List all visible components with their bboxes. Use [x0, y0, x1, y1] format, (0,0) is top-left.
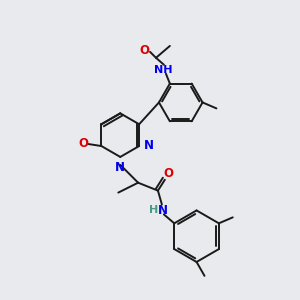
Text: N: N — [115, 161, 125, 174]
Text: H: H — [149, 206, 159, 215]
Text: O: O — [79, 136, 88, 150]
Text: O: O — [164, 167, 174, 180]
Text: N: N — [144, 139, 154, 152]
Text: N: N — [158, 204, 168, 217]
Text: NH: NH — [154, 65, 172, 75]
Text: O: O — [139, 44, 149, 57]
